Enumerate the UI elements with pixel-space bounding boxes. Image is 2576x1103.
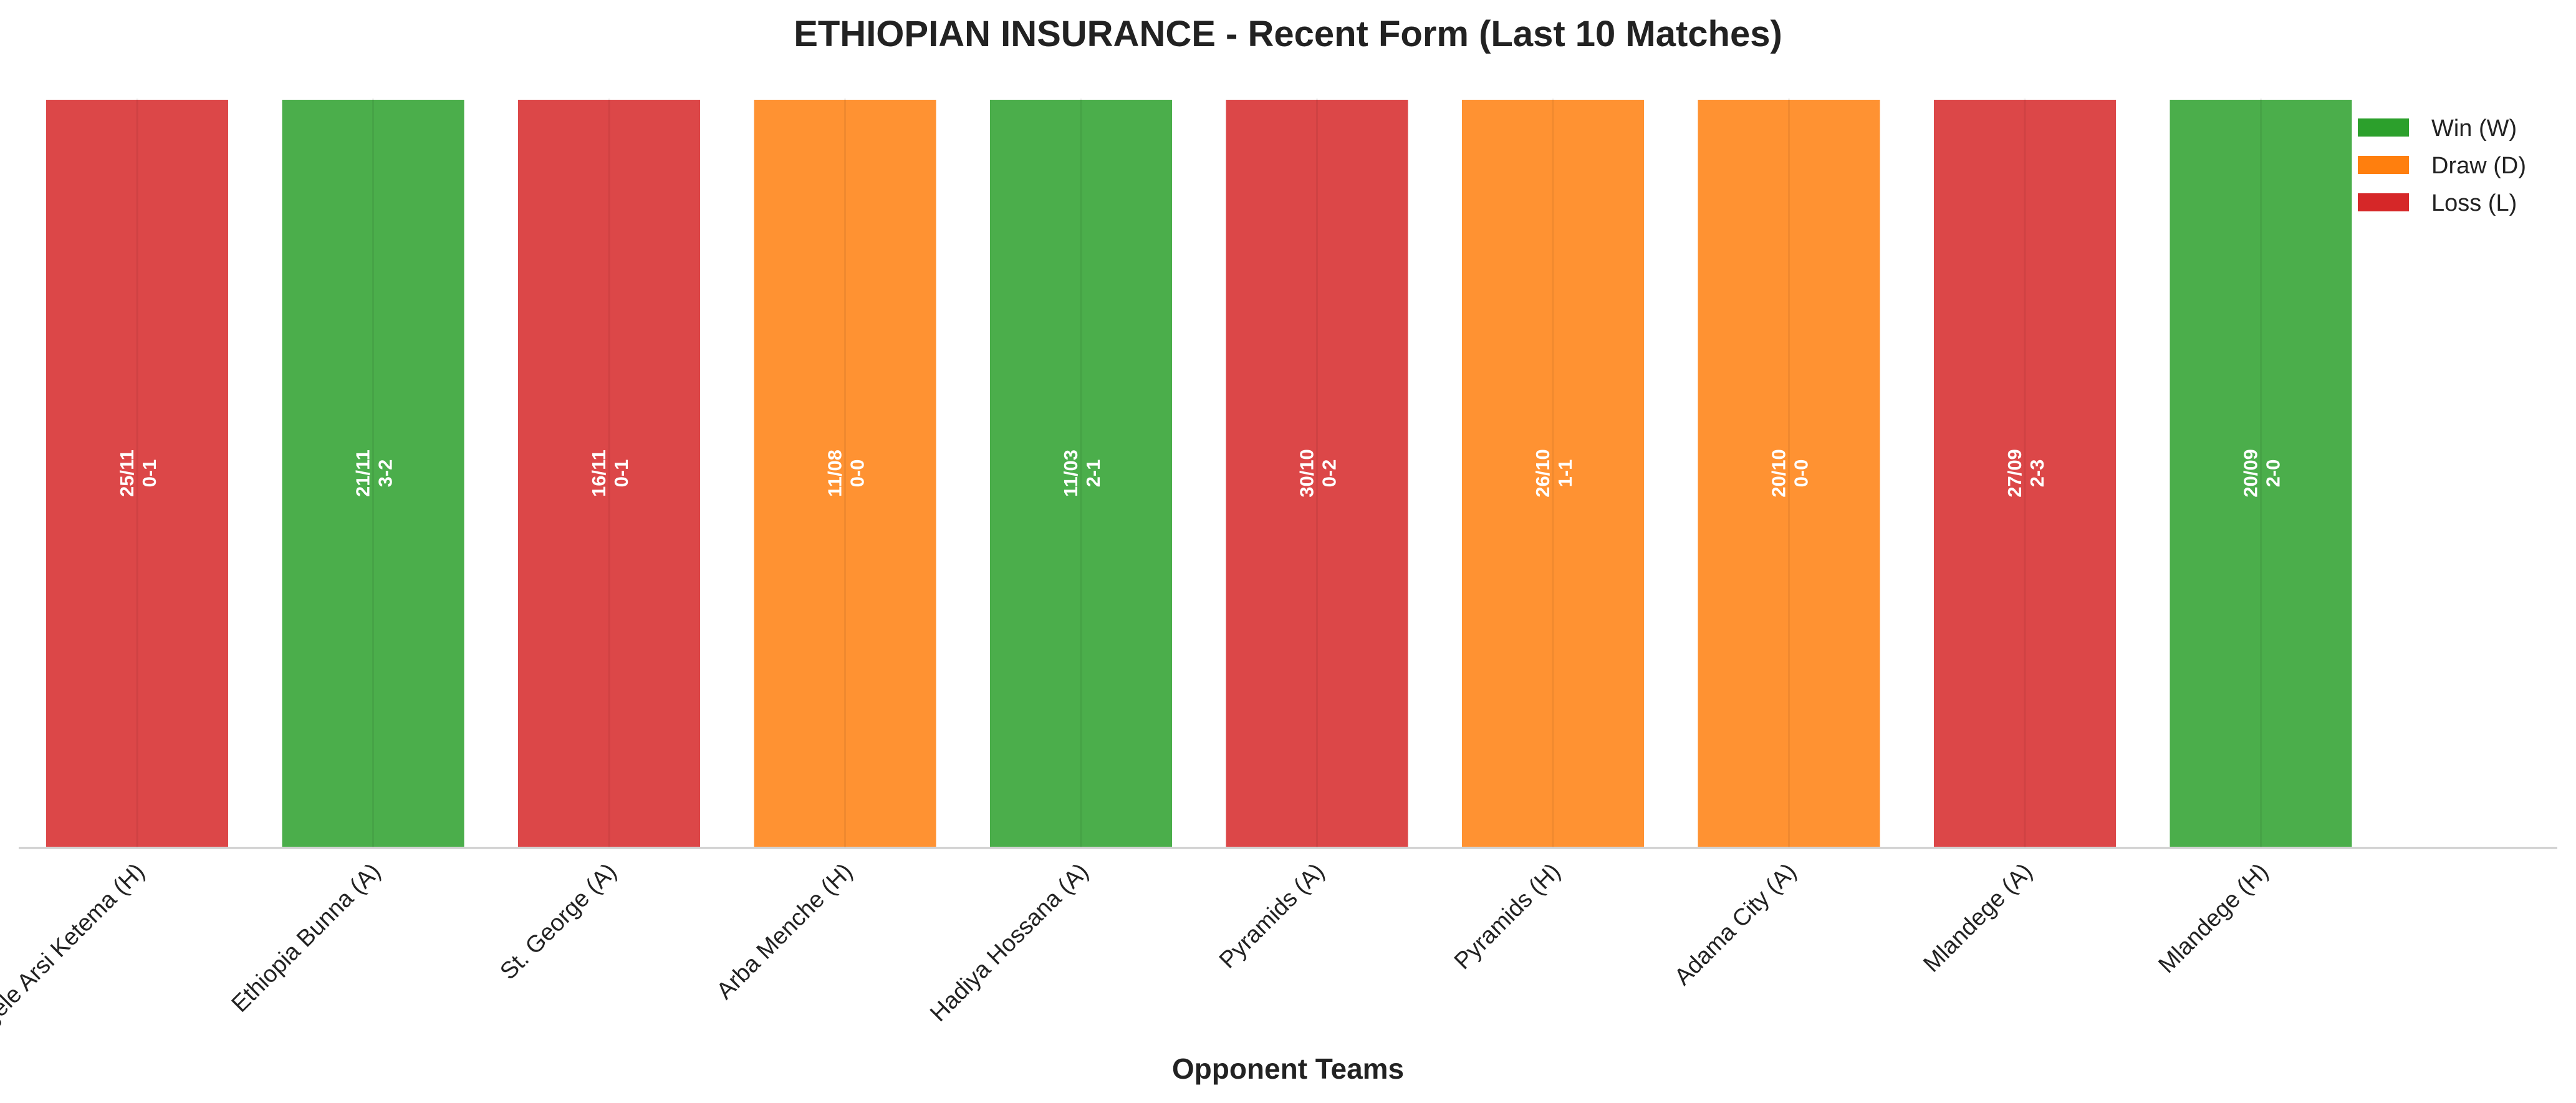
bar-date: 20/10 [1768, 449, 1790, 498]
bar-date: 25/11 [116, 450, 138, 497]
x-tick-label-8: Adama City (A) [1670, 859, 1802, 991]
bar-date: 20/09 [2240, 449, 2262, 498]
x-tick-label-7: Pyramids (H) [1449, 859, 1565, 975]
bar-label-5: 11/032-1 [1060, 450, 1104, 497]
x-tick-label-6: Pyramids (A) [1214, 859, 1330, 974]
x-tick-label-2: Ethiopia Bunna (A) [227, 859, 386, 1018]
x-tick-label-9: Mlandege (A) [1918, 859, 2037, 978]
bar-label-3: 16/110-1 [588, 450, 632, 497]
bar-score: 0-0 [847, 460, 868, 488]
bar-label-10: 20/092-0 [2240, 449, 2284, 498]
bars-group: 25/110-1 21/113-2 16/110-1 11/080-0 11/032-1… [44, 97, 2355, 849]
bar-score: 2-1 [1082, 460, 1104, 488]
bar-score: 0-1 [138, 460, 160, 488]
bar-score: 0-1 [610, 460, 632, 488]
bar-date: 27/09 [2004, 449, 2026, 498]
legend: Win (W) Draw (D) Loss (L) [2358, 115, 2526, 216]
bar-label-1: 25/110-1 [116, 450, 160, 497]
bar-score: 2-0 [2262, 460, 2284, 488]
x-tick-label-1: Negele Arsi Ketema (H) [0, 859, 150, 1053]
bar-date: 30/10 [1296, 449, 1318, 498]
legend-swatch-d [2358, 156, 2409, 174]
chart-title: ETHIOPIAN INSURANCE - Recent Form (Last … [794, 14, 1782, 54]
bar-date: 11/03 [1060, 450, 1082, 497]
bar-5 [988, 97, 1175, 849]
bar-date: 21/11 [352, 450, 374, 497]
bar-label-8: 20/100-0 [1768, 449, 1812, 498]
bar-7 [1459, 97, 1646, 849]
bar-10 [2167, 97, 2355, 849]
x-tick-label-3: St. George (A) [495, 859, 622, 985]
bar-score: 0-0 [1790, 460, 1812, 488]
bar-date: 26/10 [1532, 449, 1554, 498]
bar-2 [279, 97, 467, 849]
legend-swatch-w [2358, 118, 2409, 137]
bar-6 [1223, 97, 1411, 849]
bar-label-2: 21/113-2 [352, 450, 396, 497]
bar-label-6: 30/100-2 [1296, 449, 1340, 498]
x-tick-labels: Negele Arsi Ketema (H) Ethiopia Bunna (A)… [0, 859, 2274, 1053]
x-tick-label-5: Hadiya Hossana (A) [925, 859, 1093, 1027]
bar-date: 11/08 [824, 450, 846, 497]
x-axis-label: Opponent Teams [1172, 1052, 1404, 1085]
legend-label-w: Win (W) [2431, 115, 2517, 142]
bar-4 [751, 97, 939, 849]
legend-label-d: Draw (D) [2431, 153, 2526, 179]
bar-label-7: 26/101-1 [1532, 449, 1576, 498]
bar-3 [516, 97, 703, 849]
bar-date: 16/11 [588, 450, 610, 497]
bar-score: 2-3 [2026, 460, 2048, 488]
x-tick-label-10: Mlandege (H) [2153, 859, 2273, 978]
bar-label-4: 11/080-0 [824, 450, 868, 497]
bar-score: 1-1 [1554, 460, 1576, 488]
bar-score: 3-2 [375, 460, 396, 488]
bar-1 [44, 97, 231, 849]
legend-swatch-l [2358, 193, 2409, 211]
x-tick-label-4: Arba Menche (H) [712, 859, 858, 1004]
bar-score: 0-2 [1319, 460, 1340, 488]
bar-label-9: 27/092-3 [2004, 449, 2048, 498]
legend-label-l: Loss (L) [2431, 190, 2517, 216]
